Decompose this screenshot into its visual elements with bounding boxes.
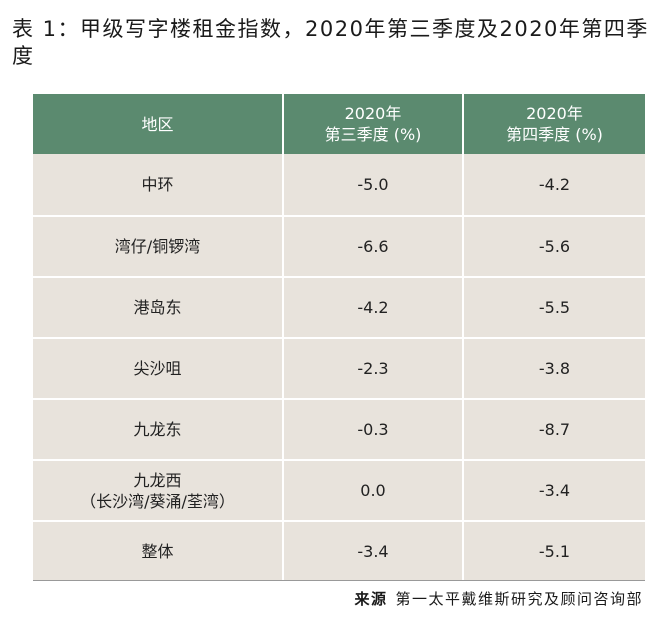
table-row: 港岛东 -4.2 -5.5: [33, 276, 645, 338]
q3-value-cell: -5.0: [282, 154, 463, 216]
q4-value-cell: -3.4: [462, 459, 645, 521]
source-note: 来源 第一太平戴维斯研究及顾问咨询部: [354, 588, 643, 609]
q3-value-cell: -4.2: [282, 276, 463, 338]
table-row: 湾仔/铜锣湾 -6.6 -5.6: [33, 215, 645, 277]
rent-index-table: 地区 2020年 第三季度 (%) 2020年 第四季度 (%) 中环 -5.0…: [33, 94, 645, 581]
q4-value-cell: -5.1: [462, 520, 645, 581]
footer-divider: [33, 580, 645, 581]
header-district: 地区: [33, 94, 283, 154]
q3-value-cell: -6.6: [282, 215, 463, 277]
district-cell: 湾仔/铜锣湾: [33, 215, 283, 277]
district-subareas: （长沙湾/葵涌/荃湾）: [80, 491, 235, 511]
district-cell: 九龙西 （长沙湾/葵涌/荃湾）: [33, 459, 283, 521]
table-title: 表 1：甲级写字楼租金指数，2020年第三季度及2020年第四季度: [12, 17, 649, 68]
source-label: 来源: [354, 590, 388, 608]
district-cell: 九龙东: [33, 398, 283, 460]
q3-value-cell: -3.4: [282, 520, 463, 581]
header-q3-2020: 2020年 第三季度 (%): [282, 94, 463, 154]
q4-value-cell: -4.2: [462, 154, 645, 216]
q3-value-cell: -2.3: [282, 337, 463, 399]
district-cell: 整体: [33, 520, 283, 581]
q3-value-cell: 0.0: [282, 459, 463, 521]
district-cell: 尖沙咀: [33, 337, 283, 399]
table-row-overall: 整体 -3.4 -5.1: [33, 520, 645, 581]
q4-value-cell: -5.5: [462, 276, 645, 338]
table-row: 九龙西 （长沙湾/葵涌/荃湾） 0.0 -3.4: [33, 459, 645, 521]
q4-value-cell: -8.7: [462, 398, 645, 460]
district-cell: 中环: [33, 154, 283, 216]
q3-value-cell: -0.3: [282, 398, 463, 460]
source-text: 第一太平戴维斯研究及顾问咨询部: [395, 590, 643, 608]
q4-value-cell: -3.8: [462, 337, 645, 399]
header-q4-2020: 2020年 第四季度 (%): [462, 94, 645, 154]
table-row: 中环 -5.0 -4.2: [33, 154, 645, 216]
table-header-row: 地区 2020年 第三季度 (%) 2020年 第四季度 (%): [33, 94, 645, 154]
table-row: 九龙东 -0.3 -8.7: [33, 398, 645, 460]
q4-value-cell: -5.6: [462, 215, 645, 277]
table-row: 尖沙咀 -2.3 -3.8: [33, 337, 645, 399]
district-cell: 港岛东: [33, 276, 283, 338]
